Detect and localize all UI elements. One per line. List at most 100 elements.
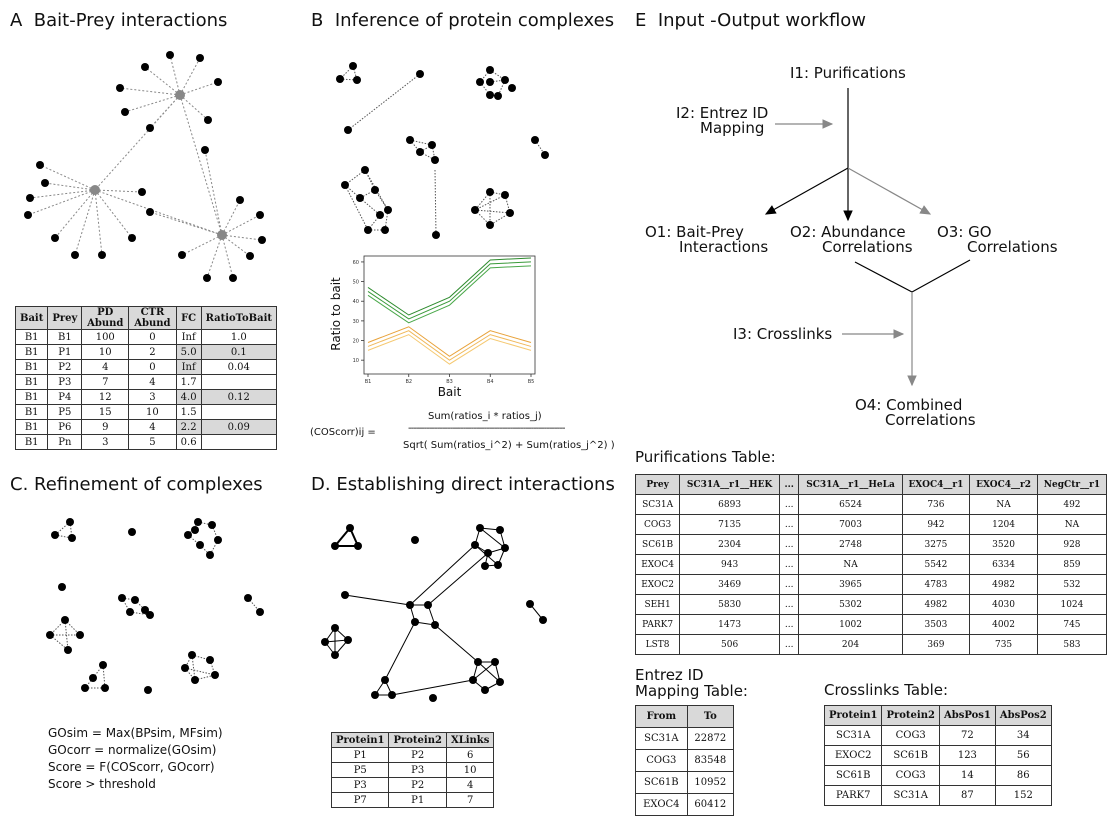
panel-b-letter: B: [311, 10, 324, 31]
table-row: P1 P2 6: [330, 747, 495, 763]
table-cell: 3: [81, 434, 130, 450]
table-cell: 34: [994, 725, 1052, 746]
column-header: EXOC4__r2: [969, 474, 1038, 495]
table-cell: 5302: [798, 594, 903, 615]
go-formula-line: Score > threshold: [48, 777, 156, 791]
entrez-title-line: Entrez ID: [635, 666, 704, 684]
table-cell: 5542: [901, 554, 971, 575]
table-cell: P5: [47, 404, 83, 420]
table-cell: [200, 404, 278, 420]
table-row: PARK7 1473... 1002 3503 4002 745: [634, 614, 1108, 635]
table-cell: 4: [81, 359, 130, 375]
table-cell: 10952: [686, 771, 735, 794]
entrez-title-line: Mapping Table:: [635, 682, 748, 700]
i3-label: I3: Crosslinks: [733, 325, 833, 343]
table-cell: B1: [14, 359, 49, 375]
table-cell: SC61B: [881, 745, 940, 766]
table-cell: 7003: [798, 514, 903, 535]
table-cell: SC31A: [881, 785, 940, 806]
table-row: SEH1 5830... 5302 4982 4030 1024: [634, 594, 1108, 615]
o3-label-line: O3: GO: [937, 223, 992, 241]
table-cell: 0: [128, 329, 177, 345]
table-cell: 735: [969, 634, 1038, 655]
o1-label: O1: Bait-Prey Interactions: [645, 225, 768, 255]
table-cell: PARK7: [823, 785, 883, 806]
table-cell: 4783: [901, 574, 971, 595]
column-header: SC31A__r1__HeLa: [798, 474, 903, 495]
table-cell: LST8: [634, 634, 681, 655]
table-cell: 7135: [679, 514, 780, 535]
table-cell: 0.09: [200, 419, 278, 435]
table-row: SC61B 2304... 2748 3275 3520 928: [634, 534, 1108, 555]
table-cell: 859: [1036, 554, 1108, 575]
cos-formula-denominator: Sqrt( Sum(ratios_i^2) + Sum(ratios_j^2) …: [403, 440, 615, 451]
o2-merge-line: [854, 261, 913, 293]
table-cell: B1: [47, 329, 83, 345]
bait-prey-nodes: [24, 51, 266, 282]
bait-nodes: [90, 90, 227, 240]
o3-label: O3: GO Correlations: [937, 225, 1058, 255]
table-cell: 0.12: [200, 389, 278, 405]
column-header: Protein1: [330, 732, 390, 748]
table-cell: SC61B: [823, 765, 883, 786]
series-line: [367, 330, 532, 361]
table-cell: 204: [798, 634, 903, 655]
table-cell: 1024: [1036, 594, 1108, 615]
table-row: LST8 506... 204 369 735 583: [634, 634, 1108, 655]
table-cell: 1.5: [175, 404, 202, 420]
table-cell: ...: [778, 634, 800, 655]
column-header: Protein2: [388, 732, 447, 748]
x-tick-label: B3: [446, 379, 453, 385]
table-cell: 4: [445, 777, 495, 793]
table-cell: SC31A: [634, 494, 681, 515]
go-formula-line: Score = F(COScorr, GOcorr): [48, 760, 215, 774]
bait-prey-network: [27, 54, 263, 279]
table-cell: COG3: [881, 725, 940, 746]
table-cell: 745: [1036, 614, 1108, 635]
table-cell: 2748: [798, 534, 903, 555]
column-header: XLinks: [445, 732, 495, 748]
table-cell: P6: [47, 419, 83, 435]
go-score-formulas: GOsim = Max(BPsim, MFsim) GOcorr = norma…: [48, 725, 223, 793]
crosslinks-table-title: Crosslinks Table:: [824, 681, 949, 699]
table-row: B1 P4 12 3 4.0 0.12: [14, 389, 278, 405]
bait-prey-table: Bait Prey PD Abund CTR Abund FC RatioToBait B…: [14, 306, 278, 450]
table-cell: [200, 434, 278, 450]
table-cell: COG3: [634, 514, 681, 535]
column-header: Prey: [634, 474, 681, 495]
table-cell: 583: [1036, 634, 1108, 655]
table-cell: ...: [778, 554, 800, 575]
column-header: CTR Abund: [128, 306, 177, 330]
x-tick-label: B4: [487, 379, 494, 385]
table-cell: 14: [938, 765, 996, 786]
panel-d-letter: D.: [311, 474, 331, 495]
table-row: SC31A 6893... 6524 736 NA 492: [634, 494, 1108, 515]
table-cell: 152: [994, 785, 1052, 806]
purifications-table-title: Purifications Table:: [635, 448, 776, 466]
table-row: P5 P3 10: [330, 762, 495, 778]
x-tick-label: B2: [405, 379, 412, 385]
table-cell: 3965: [798, 574, 903, 595]
column-header: To: [686, 705, 735, 728]
table-cell: 1002: [798, 614, 903, 635]
table-row: COG3 83548: [635, 749, 735, 772]
workflow-diagram: [764, 88, 971, 387]
table-cell: 6893: [679, 494, 780, 515]
column-header: SC31A__r1__HEK: [679, 474, 780, 495]
table-cell: 10: [445, 762, 495, 778]
y-tick-label: 10: [353, 358, 359, 364]
column-header: EXOC4__r1: [901, 474, 971, 495]
network-diagrams: [24, 51, 549, 702]
table-cell: P1: [330, 747, 390, 763]
panel-c-title: C. Refinement of complexes: [10, 474, 263, 495]
panel-e-letter: E: [635, 10, 647, 31]
panel-b-title-text: Inference of protein complexes: [334, 10, 615, 31]
table-cell: P7: [330, 792, 390, 808]
table-row: B1 Pn 3 5 0.6: [14, 434, 278, 450]
o1-label-line: O1: Bait-Prey: [645, 223, 744, 241]
column-header: Protein1: [823, 705, 883, 726]
cos-formula-dashes: ----------------------------------------…: [408, 423, 566, 434]
table-cell: 736: [901, 494, 971, 515]
go-formula-line: GOcorr = normalize(GOsim): [48, 743, 217, 757]
table-cell: SC61B: [635, 771, 688, 794]
